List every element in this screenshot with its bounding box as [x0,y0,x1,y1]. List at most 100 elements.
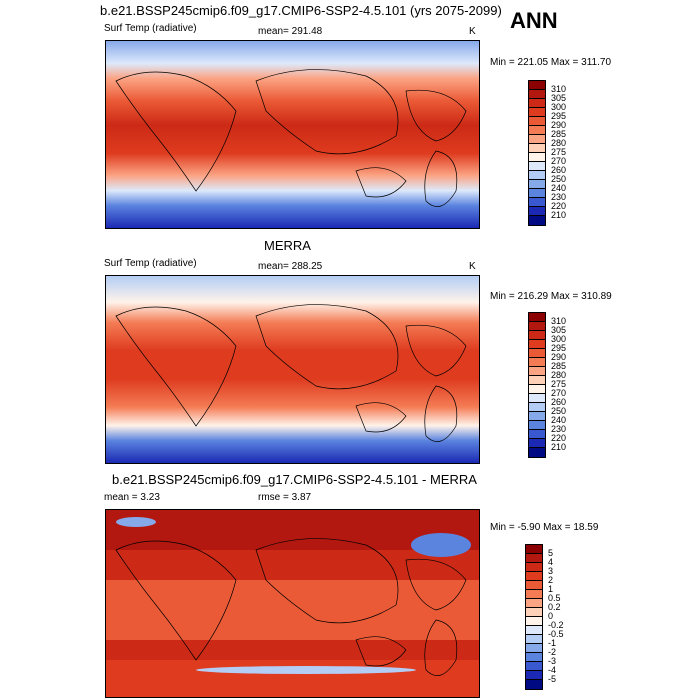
colorbar-tick-label: 285 [551,361,567,371]
panel1-units-label: K [469,26,476,37]
colorbar-tick-label: 280 [551,138,567,148]
colorbar-swatch [526,545,542,554]
colorbar-swatch [529,144,545,153]
colorbar-swatch [526,572,542,581]
panel2-minmax-label: Min = 216.29 Max = 310.89 [490,291,612,302]
colorbar-swatch [529,108,545,117]
colorbar-tick-label: 220 [551,433,567,443]
colorbar-tick-label: 310 [551,316,567,326]
colorbar-tick-label: -5 [548,674,557,684]
colorbar-swatch [529,126,545,135]
panel2-title: MERRA [264,238,311,253]
panel1-map-field [106,41,479,228]
panel1-variable-label: Surf Temp (radiative) [104,23,197,34]
colorbar-swatch [529,207,545,216]
colorbar-swatch [529,421,545,430]
colorbar-tick-label: 250 [551,174,567,184]
panel3-mean-label: mean = 3.23 [104,492,160,503]
panel2-colorbar [528,312,546,458]
colorbar-tick-label: -1 [548,638,557,648]
colorbar-swatch [526,599,542,608]
colorbar-swatch [529,448,545,457]
colorbar-tick-label: 1 [548,584,554,594]
colorbar-tick-label: 260 [551,165,567,175]
colorbar-tick-label: 270 [551,388,567,398]
colorbar-swatch [529,99,545,108]
colorbar-tick-label: 295 [551,343,567,353]
panel2-variable-label: Surf Temp (radiative) [104,258,197,269]
colorbar-swatch [529,153,545,162]
colorbar-swatch [526,644,542,653]
colorbar-swatch [529,394,545,403]
colorbar-swatch [529,313,545,322]
colorbar-tick-label: 295 [551,111,567,121]
colorbar-tick-label: -4 [548,665,557,675]
panel1-mean-label: mean= 291.48 [258,26,323,37]
panel3-rmse-label: rmse = 3.87 [258,492,312,503]
colorbar-tick-label: 0 [548,611,554,621]
colorbar-tick-label: 230 [551,192,567,202]
panel2-mean-label: mean= 288.25 [258,261,323,272]
colorbar-tick-label: 0.5 [548,593,561,603]
colorbar-tick-label: 285 [551,129,567,139]
figure-title: b.e21.BSSP245cmip6.f09_g17.CMIP6-SSP2-4.… [100,3,502,18]
colorbar-tick-label: 305 [551,93,567,103]
colorbar-swatch [529,171,545,180]
colorbar-tick-label: 230 [551,424,567,434]
colorbar-swatch [529,322,545,331]
colorbar-swatch [529,135,545,144]
colorbar-tick-label: 2 [548,575,554,585]
colorbar-swatch [529,385,545,394]
colorbar-swatch [529,367,545,376]
colorbar-swatch [526,608,542,617]
colorbar-swatch [529,189,545,198]
panel3-map-field [106,510,479,697]
colorbar-tick-label: 260 [551,397,567,407]
colorbar-tick-label: -0.2 [548,620,564,630]
season-label: ANN [510,8,558,33]
colorbar-swatch [529,403,545,412]
colorbar-swatch [526,653,542,662]
colorbar-tick-label: 3 [548,566,554,576]
panel1-colorbar [528,80,546,226]
colorbar-tick-label: 240 [551,415,567,425]
colorbar-tick-label: 275 [551,379,567,389]
panel2-units-label: K [469,261,476,272]
panel1-minmax-label: Min = 221.05 Max = 311.70 [490,57,612,68]
colorbar-tick-label: -0.5 [548,629,564,639]
colorbar-swatch [529,376,545,385]
colorbar-swatch [526,617,542,626]
colorbar-tick-label: 305 [551,325,567,335]
colorbar-tick-label: 290 [551,120,567,130]
panel3-colorbar [525,544,543,690]
colorbar-swatch [529,180,545,189]
colorbar-swatch [526,671,542,680]
colorbar-tick-label: 280 [551,370,567,380]
colorbar-swatch [529,117,545,126]
colorbar-swatch [529,216,545,225]
colorbar-swatch [526,626,542,635]
colorbar-tick-label: 0.2 [548,602,561,612]
colorbar-swatch [529,430,545,439]
colorbar-swatch [529,340,545,349]
colorbar-swatch [526,554,542,563]
colorbar-swatch [529,81,545,90]
panel3-map [105,509,480,698]
colorbar-swatch [529,90,545,99]
colorbar-tick-label: 250 [551,406,567,416]
colorbar-tick-label: 290 [551,352,567,362]
colorbar-swatch [529,349,545,358]
colorbar-tick-label: 300 [551,334,567,344]
colorbar-tick-label: 5 [548,548,554,558]
colorbar-tick-label: -2 [548,647,557,657]
colorbar-tick-label: 300 [551,102,567,112]
colorbar-swatch [529,198,545,207]
panel3-minmax-label: Min = -5.90 Max = 18.59 [490,522,599,533]
colorbar-tick-label: 240 [551,183,567,193]
colorbar-tick-label: 270 [551,156,567,166]
colorbar-tick-label: 210 [551,442,567,452]
colorbar-tick-label: 210 [551,210,567,220]
colorbar-swatch [526,635,542,644]
colorbar-swatch [526,662,542,671]
colorbar-swatch [529,412,545,421]
